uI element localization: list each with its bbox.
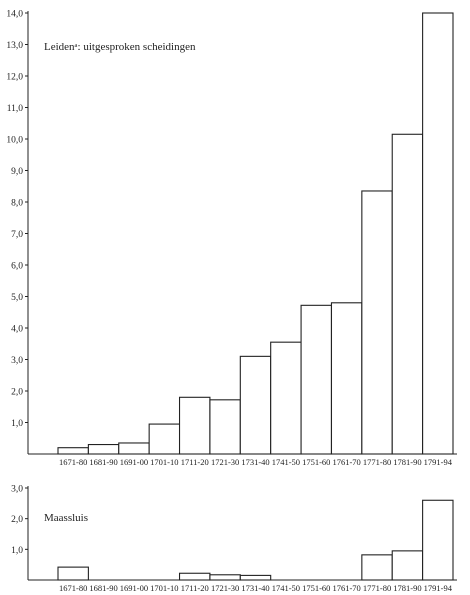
leiden-category-label: 1761-70	[332, 457, 360, 467]
leiden-y-tick-label: 3,0	[11, 356, 23, 366]
leiden-y-tick-label: 12,0	[6, 73, 23, 83]
maassluis-category-label: 1771-80	[363, 583, 391, 593]
leiden-bar-1771-80	[361, 190, 393, 455]
leiden-bar-1731-40	[239, 355, 272, 455]
leiden-category-label: 1741-50	[272, 457, 300, 467]
leiden-bar-1681-90	[87, 443, 120, 455]
leiden-category-label: 1671-80	[59, 457, 87, 467]
maassluis-bar-1771-80	[361, 554, 393, 581]
maassluis-category-label: 1721-30	[211, 583, 239, 593]
maassluis-chart-title: Maassluis	[44, 512, 88, 524]
maassluis-category-label: 1781-90	[393, 583, 421, 593]
leiden-chart-panel: Leidenᵃ: uitgesproken scheidingen 1,0 2,0…	[6, 10, 457, 467]
maassluis-category-label: 1731-40	[241, 583, 269, 593]
leiden-bar-1711-20	[178, 396, 211, 455]
maassluis-category-label: 1761-70	[332, 583, 360, 593]
leiden-y-tick-label: 9,0	[11, 167, 23, 177]
leiden-category-label: 1771-80	[363, 457, 391, 467]
leiden-y-tick-label: 7,0	[11, 230, 23, 240]
leiden-category-label: 1791-94	[424, 457, 453, 467]
leiden-category-label: 1681-90	[89, 457, 117, 467]
leiden-bar-1671-80	[57, 447, 89, 455]
leiden-bar-1701-10	[148, 423, 181, 455]
maassluis-category-label: 1671-80	[59, 583, 87, 593]
leiden-y-tick-label: 14,0	[6, 10, 23, 20]
leiden-bar-1761-70	[330, 302, 363, 455]
maassluis-chart-panel: Maassluis 1,0 2,0 3,0 1671-80 1681-90 1691-00…	[11, 485, 457, 593]
leiden-chart-title: Leidenᵃ: uitgesproken scheidingen	[44, 41, 196, 53]
leiden-bar-1751-60	[300, 304, 333, 455]
leiden-y-tick-label: 6,0	[11, 262, 23, 272]
maassluis-bar-1721-30	[209, 574, 241, 581]
maassluis-y-tick-label: 3,0	[11, 485, 23, 495]
leiden-category-label: 1781-90	[393, 457, 421, 467]
leiden-y-tick-label: 5,0	[11, 293, 23, 303]
maassluis-category-label: 1681-90	[89, 583, 117, 593]
leiden-bar-1691-00	[118, 442, 150, 455]
leiden-y-tick-label: 10,0	[6, 136, 23, 146]
maassluis-category-label: 1741-50	[272, 583, 300, 593]
maassluis-y-tick-label: 2,0	[11, 515, 23, 525]
leiden-category-label: 1691-00	[120, 457, 148, 467]
leiden-y-tick-label: 8,0	[11, 199, 23, 209]
maassluis-bar-1711-20	[178, 572, 211, 581]
leiden-y-tick-label: 1,0	[11, 419, 23, 429]
leiden-bar-1741-50	[270, 341, 302, 455]
maassluis-category-label: 1701-10	[150, 583, 178, 593]
maassluis-bar-1671-80	[57, 566, 89, 581]
maassluis-y-tick-label: 1,0	[11, 546, 23, 556]
maassluis-category-label: 1711-20	[181, 583, 209, 593]
maassluis-bar-1781-90	[391, 550, 424, 581]
leiden-category-label: 1731-40	[241, 457, 269, 467]
leiden-category-label: 1751-60	[302, 457, 330, 467]
maassluis-category-label: 1751-60	[302, 583, 330, 593]
leiden-category-label: 1711-20	[181, 457, 209, 467]
maassluis-bar-1731-40	[239, 574, 272, 581]
maassluis-category-label: 1691-00	[120, 583, 148, 593]
leiden-y-tick-label: 2,0	[11, 388, 23, 398]
leiden-bar-1781-90	[391, 133, 424, 455]
maassluis-bar-1791-94	[422, 499, 454, 581]
maassluis-category-label: 1791-94	[424, 583, 453, 593]
leiden-category-label: 1721-30	[211, 457, 239, 467]
leiden-bar-1721-30	[209, 399, 241, 455]
leiden-y-tick-label: 11,0	[7, 104, 24, 114]
leiden-category-label: 1701-10	[150, 457, 178, 467]
leiden-y-tick-label: 4,0	[11, 325, 23, 335]
leiden-y-tick-label: 13,0	[6, 41, 23, 51]
leiden-bar-1791-94	[422, 12, 454, 455]
